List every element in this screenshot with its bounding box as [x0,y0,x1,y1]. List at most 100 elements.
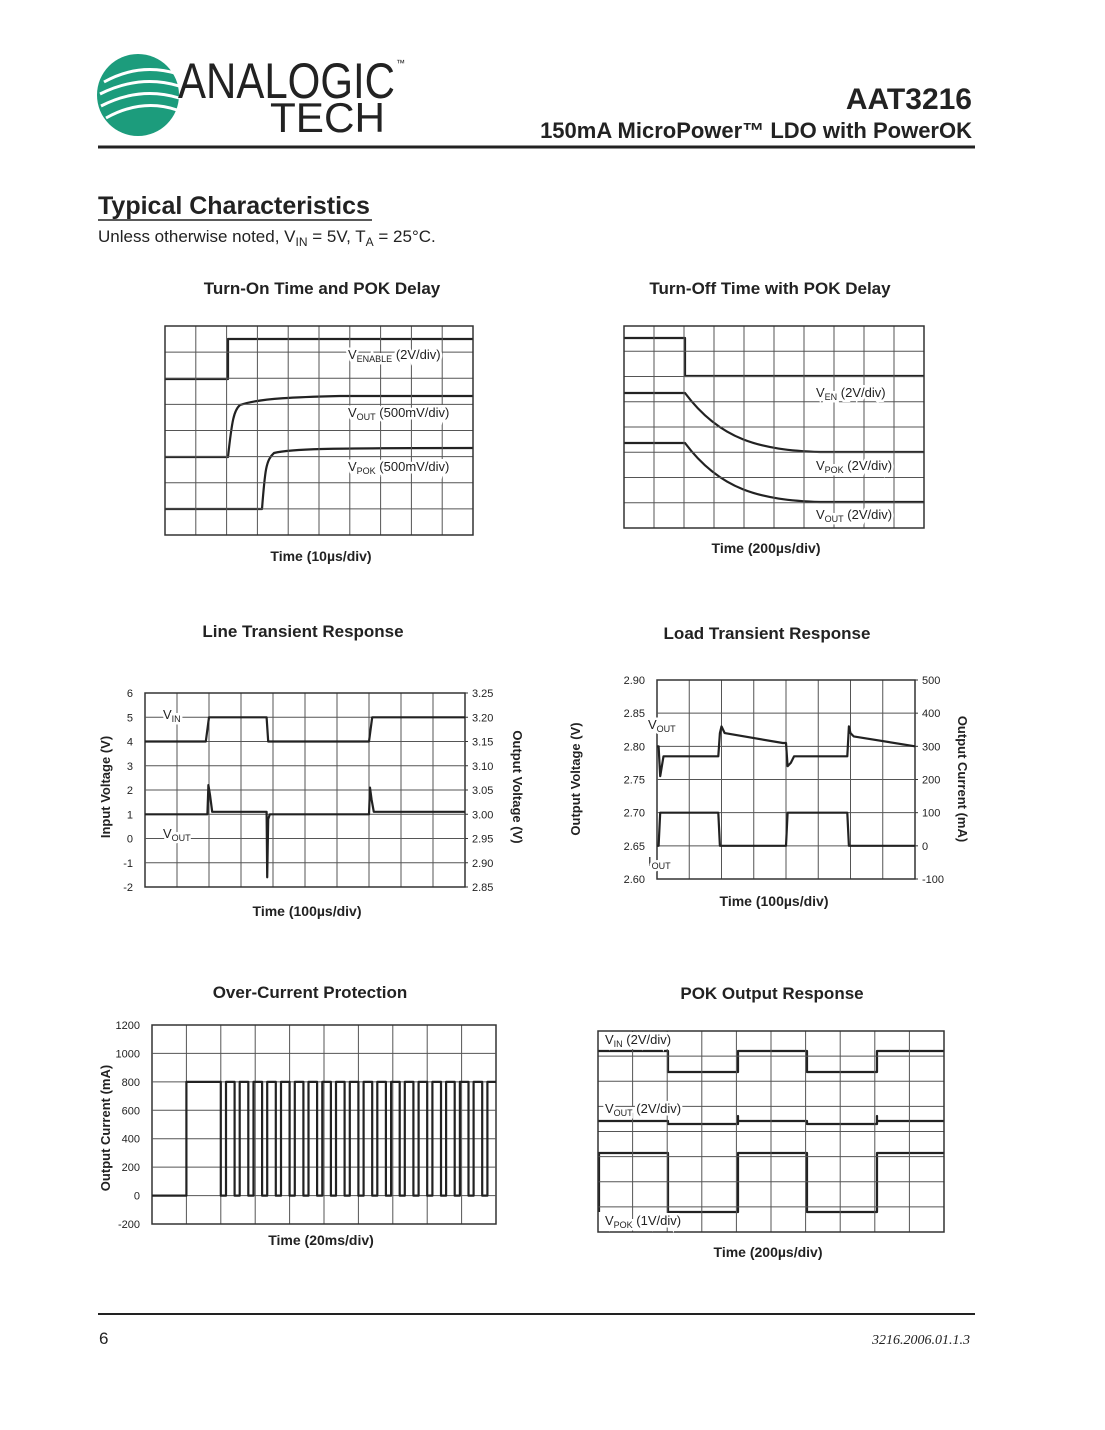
subtitle: 150mA MicroPower™ LDO with PowerOK [540,118,972,143]
y-tick-label: 200 [122,1162,140,1174]
y-tick-label: 2 [127,785,133,797]
label-main: V [163,826,172,841]
y-axis-label: Input Voltage (V) [98,736,113,838]
x-axis-label: Time (20ms/div) [268,1232,374,1248]
y-tick-label: 400 [122,1134,140,1146]
y-tick-label: 2.65 [624,841,645,853]
y2-tick-label: 0 [922,841,928,853]
x-axis-label: Time (10µs/div) [270,548,371,564]
logo-bottom: TECH [270,94,385,141]
trace-label: VPOK (500mV/div) [348,459,449,476]
label-tail: (1V/div) [633,1213,681,1228]
plot-frame [151,1024,497,1225]
logo: ANALOGIC ™ TECH [97,53,405,141]
x-axis-label: Time (100µs/div) [720,893,829,909]
y2-tick-label: 100 [922,808,940,820]
y-tick-label: 1200 [116,1020,140,1032]
label-main: V [605,1101,614,1116]
label-main: V [648,717,657,732]
y2-tick-label: 3.15 [472,737,493,749]
trace [145,784,465,879]
plot-frame [623,325,925,529]
trace [152,1080,496,1197]
section-note: Unless otherwise noted, VIN = 5V, TA = 2… [98,227,436,249]
trace-label: VOUT [648,717,676,734]
label-tail: (2V/div) [392,347,440,362]
trace-label: IOUT [648,854,671,871]
y2-tick-label: 3.20 [472,712,493,724]
label-sub: OUT [357,412,377,422]
y-tick-label: 0 [134,1191,140,1203]
label-sub: OUT [652,861,672,871]
chart-title: Line Transient Response [202,622,403,641]
label-tail: (2V/div) [633,1101,681,1116]
x-axis-label: Time (200µs/div) [712,540,821,556]
label-sub: OUT [825,514,845,524]
note-sub: IN [296,235,308,249]
y-tick-label: 2.90 [624,675,645,687]
note-part: Unless otherwise noted, V [98,227,296,246]
trace-label: VIN (2V/div) [605,1032,671,1049]
label-main: V [605,1213,614,1228]
label-sub: POK [357,466,376,476]
trace-label: VEN (2V/div) [816,385,886,402]
label-sub: OUT [657,724,677,734]
plot-frame [597,1030,945,1233]
trace-label: VPOK (1V/div) [605,1213,681,1230]
y-tick-label: -200 [118,1219,140,1231]
y-tick-label: 1 [127,809,133,821]
section-title: Typical Characteristics [98,192,370,220]
y-tick-label: 600 [122,1105,140,1117]
label-sub: POK [825,465,844,475]
y2-tick-label: 300 [922,741,940,753]
label-tail: (2V/div) [837,385,885,400]
note-part: = 5V, T [308,227,366,246]
y-tick-label: 800 [122,1077,140,1089]
y2-tick-label: 3.05 [472,785,493,797]
label-sub: EN [825,392,838,402]
label-main: V [816,385,825,400]
label-sub: OUT [172,833,192,843]
x-axis-label: Time (200µs/div) [714,1244,823,1260]
y2-tick-label: -100 [922,874,944,886]
y2-tick-label: 400 [922,708,940,720]
trace-label: VIN [163,707,181,724]
label-tail: (500mV/div) [376,459,450,474]
x-axis-label: Time (100µs/div) [253,903,362,919]
label-main: V [348,347,357,362]
y-tick-label: 4 [127,737,133,749]
label-sub: POK [614,1220,633,1230]
y2-tick-label: 2.90 [472,858,493,870]
chart-title: Load Transient Response [664,624,871,643]
y-axis-label: Output Voltage (V) [568,722,583,835]
label-main: V [348,459,357,474]
note-part: = 25°C. [374,227,436,246]
y2-tick-label: 3.10 [472,761,493,773]
y-axis-label: Output Current (mA) [98,1065,113,1191]
label-tail: (2V/div) [844,507,892,522]
y-tick-label: -2 [123,882,133,894]
label-main: V [348,405,357,420]
label-tail: (2V/div) [623,1032,671,1047]
chart-title: Turn-On Time and POK Delay [204,279,441,298]
y2-tick-label: 500 [922,675,940,687]
y-tick-label: 1000 [116,1048,140,1060]
y-tick-label: 2.80 [624,741,645,753]
note-sub: A [366,235,374,249]
label-main: V [816,507,825,522]
trace [657,811,915,847]
chart-title: POK Output Response [680,984,863,1003]
label-main: I [648,854,652,869]
label-sub: ENABLE [357,354,393,364]
label-sub: IN [614,1039,623,1049]
trace [145,716,465,743]
trace-label: VPOK (2V/div) [816,458,892,475]
label-sub: OUT [614,1108,634,1118]
y-tick-label: -1 [123,858,133,870]
y2-tick-label: 3.25 [472,688,493,700]
y2-tick-label: 3.00 [472,809,493,821]
label-tail: (500mV/div) [376,405,450,420]
trace-label: VENABLE (2V/div) [348,347,441,364]
logo-top: ANALOGIC [178,53,395,109]
y2-axis-label: Output Voltage (V) [510,730,525,843]
